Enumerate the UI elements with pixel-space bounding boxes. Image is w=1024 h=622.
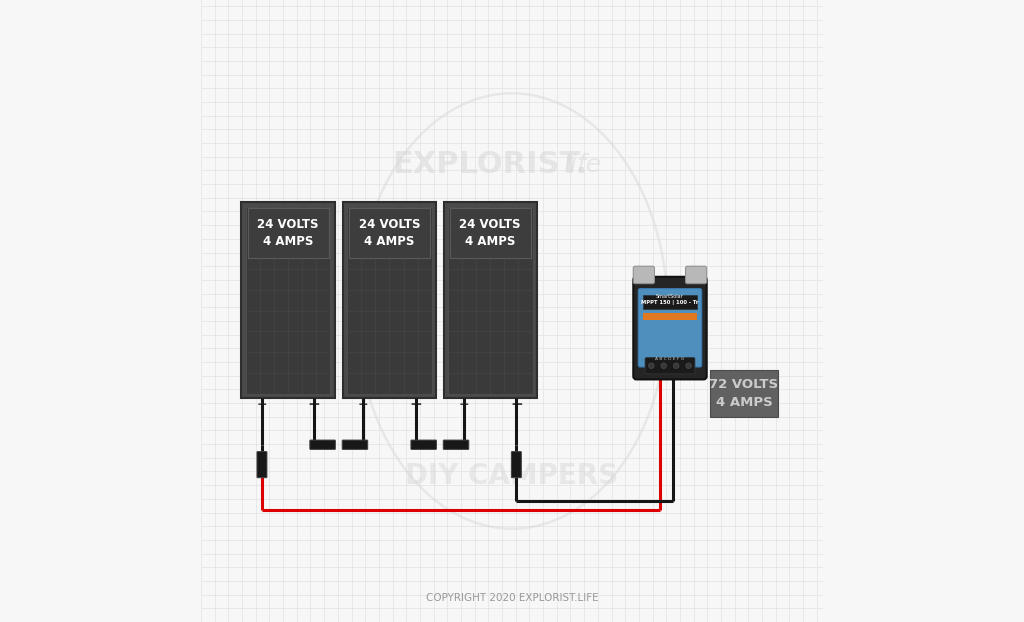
FancyBboxPatch shape (643, 295, 696, 309)
Text: −: − (510, 397, 522, 412)
FancyBboxPatch shape (511, 452, 521, 478)
Text: COPYRIGHT 2020 EXPLORIST.LIFE: COPYRIGHT 2020 EXPLORIST.LIFE (426, 593, 598, 603)
FancyBboxPatch shape (242, 202, 335, 398)
FancyBboxPatch shape (343, 202, 436, 398)
FancyBboxPatch shape (342, 440, 368, 449)
FancyBboxPatch shape (645, 358, 695, 374)
Text: −: − (308, 397, 321, 412)
FancyBboxPatch shape (347, 207, 432, 394)
FancyBboxPatch shape (443, 202, 537, 398)
Text: −: − (410, 397, 422, 412)
FancyBboxPatch shape (257, 452, 267, 478)
FancyBboxPatch shape (643, 313, 696, 320)
Text: life: life (563, 153, 601, 177)
FancyBboxPatch shape (411, 440, 436, 449)
Text: 72 VOLTS
4 AMPS: 72 VOLTS 4 AMPS (710, 378, 778, 409)
Text: 24 VOLTS
4 AMPS: 24 VOLTS 4 AMPS (257, 218, 318, 248)
Text: DIY CAMPERS: DIY CAMPERS (406, 462, 618, 490)
Text: A B C D E F G: A B C D E F G (655, 357, 685, 361)
Text: +: + (257, 398, 267, 411)
Text: SmartSolar: SmartSolar (656, 294, 684, 299)
FancyBboxPatch shape (633, 277, 707, 379)
FancyBboxPatch shape (443, 440, 469, 449)
Text: MPPT 150 | 100 - Tr: MPPT 150 | 100 - Tr (641, 300, 698, 305)
FancyBboxPatch shape (450, 208, 530, 258)
FancyBboxPatch shape (447, 207, 532, 394)
FancyBboxPatch shape (310, 440, 335, 449)
Circle shape (674, 363, 679, 368)
Circle shape (660, 363, 667, 368)
Text: 24 VOLTS
4 AMPS: 24 VOLTS 4 AMPS (358, 218, 420, 248)
FancyBboxPatch shape (246, 207, 331, 394)
Text: +: + (358, 398, 369, 411)
FancyBboxPatch shape (638, 289, 701, 367)
Text: 24 VOLTS
4 AMPS: 24 VOLTS 4 AMPS (460, 218, 521, 248)
FancyBboxPatch shape (349, 208, 430, 258)
Circle shape (686, 363, 691, 368)
FancyBboxPatch shape (248, 208, 329, 258)
Circle shape (648, 363, 654, 368)
FancyBboxPatch shape (633, 266, 654, 284)
Text: EXPLORIST.: EXPLORIST. (392, 151, 588, 179)
FancyBboxPatch shape (710, 370, 778, 417)
Text: +: + (459, 398, 469, 411)
FancyBboxPatch shape (685, 266, 707, 284)
